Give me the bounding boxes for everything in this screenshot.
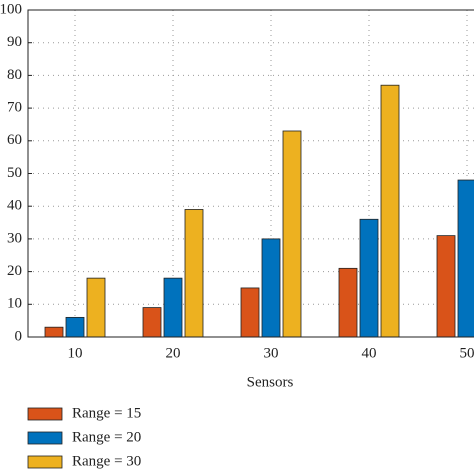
y-tick-label: 50 [7,165,22,181]
bar [44,326,64,338]
bar [142,307,162,338]
bar [240,287,260,338]
y-tick-label: 90 [7,34,22,50]
y-tick-label: 30 [7,230,22,246]
x-tick-label: 50 [460,345,474,361]
x-tick-label: 30 [264,345,279,361]
bar [380,84,400,338]
legend-label: Range = 30 [72,453,141,469]
bar [261,238,281,338]
x-tick-label: 40 [362,345,377,361]
y-tick-label: 100 [0,1,22,17]
legend-label: Range = 15 [72,405,141,421]
y-tick-label: 60 [7,132,22,148]
y-tick-label: 80 [7,67,22,83]
bar [86,277,106,338]
legend-swatch [27,431,63,445]
x-tick-label: 20 [166,345,181,361]
legend-swatch [27,407,63,421]
bar [282,130,302,338]
y-tick-label: 70 [7,100,22,116]
legend-swatch [27,455,63,469]
bar [163,277,183,338]
x-tick-label: 10 [68,345,83,361]
bar [338,267,358,338]
y-tick-label: 0 [15,328,23,344]
bar [359,218,379,338]
y-tick-label: 40 [7,198,22,214]
plot-frame [27,9,474,338]
y-tick-label: 20 [7,263,22,279]
bar [457,179,474,338]
legend-label: Range = 20 [72,429,141,445]
y-tick-label: 10 [7,296,22,312]
x-axis-label: Sensors [247,374,294,390]
bar [65,316,85,338]
bar [436,235,456,338]
bar [184,209,204,338]
